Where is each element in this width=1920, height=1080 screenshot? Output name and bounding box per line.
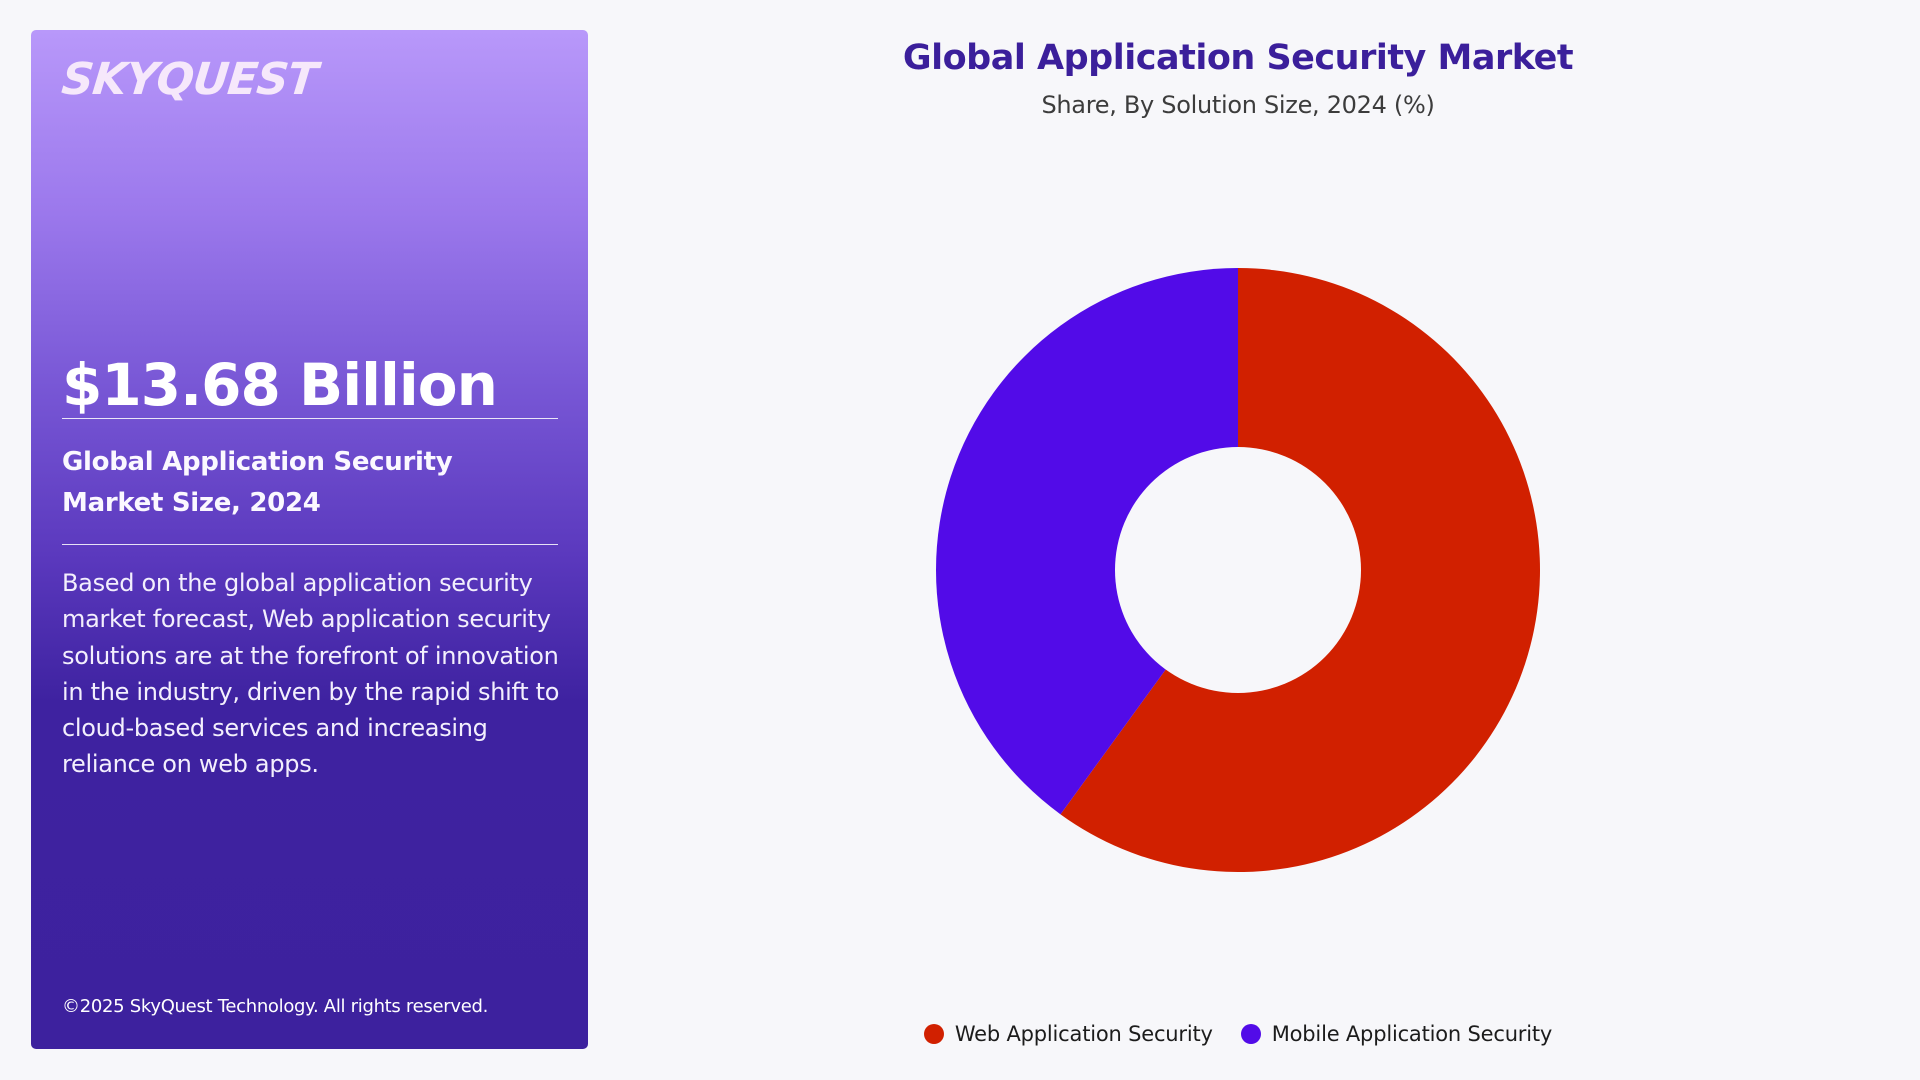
divider: [62, 544, 558, 545]
divider: [62, 418, 558, 419]
legend-dot-icon: [1240, 1024, 1261, 1044]
copyright-footer: ©2025 SkyQuest Technology. All rights re…: [62, 996, 489, 1017]
chart-subtitle: Share, By Solution Size, 2024 (%): [1041, 91, 1435, 119]
market-label: Global Application Security Market Size,…: [62, 447, 453, 518]
legend-dot-icon: [923, 1024, 944, 1044]
donut-chart: [936, 268, 1540, 872]
legend-item-web[interactable]: Web Application Security: [923, 1018, 1213, 1050]
donut-slice-mobile[interactable]: [936, 268, 1238, 815]
legend-label: Mobile Application Security: [1271, 1022, 1553, 1046]
legend-label: Web Application Security: [954, 1022, 1213, 1046]
market-value: $13.68 Billion: [62, 351, 498, 419]
skyquest-logo: SKYQUEST: [59, 54, 320, 105]
legend-item-mobile[interactable]: Mobile Application Security: [1240, 1018, 1553, 1050]
donut-hole: [1115, 447, 1361, 693]
market-description: Based on the global application security…: [62, 569, 560, 779]
summary-panel: SKYQUEST $13.68 Billion Global Applicati…: [31, 30, 588, 1049]
chart-legend: Web Application Security Mobile Applicat…: [838, 1018, 1638, 1050]
chart-title: Global Application Security Market: [902, 38, 1574, 78]
